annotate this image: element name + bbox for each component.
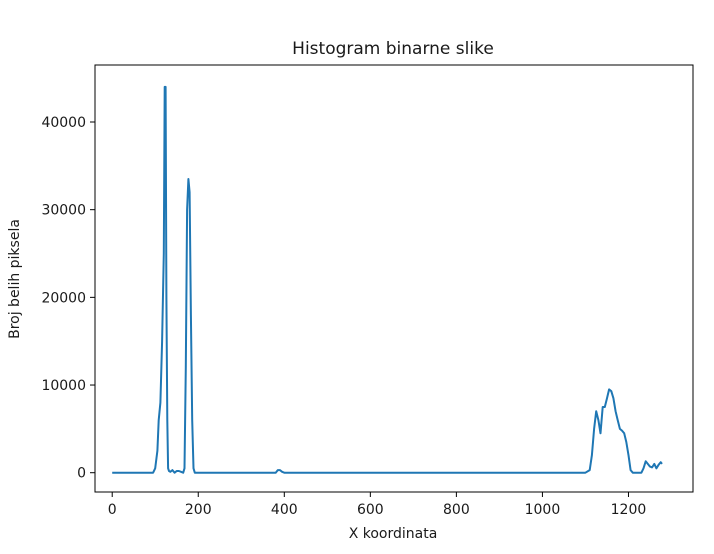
x-axis: 0 200 400 600 800 1000 1200 bbox=[108, 492, 647, 518]
x-tick-label: 1000 bbox=[525, 502, 561, 518]
x-tick-label: 1200 bbox=[611, 502, 647, 518]
x-axis-label: X koordinata bbox=[349, 526, 438, 542]
y-tick-label: 40000 bbox=[41, 115, 86, 131]
x-tick-label: 600 bbox=[357, 502, 384, 518]
series-line bbox=[112, 85, 663, 474]
y-tick-label: 10000 bbox=[41, 378, 86, 394]
y-tick-label: 20000 bbox=[41, 290, 86, 306]
y-tick-label: 30000 bbox=[41, 203, 86, 219]
chart-title: Histogram binarne slike bbox=[292, 39, 494, 59]
plot-frame bbox=[94, 64, 694, 493]
x-tick-label: 0 bbox=[108, 502, 117, 518]
x-tick-label: 200 bbox=[185, 502, 212, 518]
y-tick-label: 0 bbox=[77, 466, 86, 482]
x-tick-label: 800 bbox=[443, 502, 470, 518]
x-tick-label: 400 bbox=[271, 502, 298, 518]
y-axis-label: Broj belih piksela bbox=[7, 219, 23, 339]
y-axis: 0 10000 20000 30000 40000 bbox=[41, 115, 95, 482]
